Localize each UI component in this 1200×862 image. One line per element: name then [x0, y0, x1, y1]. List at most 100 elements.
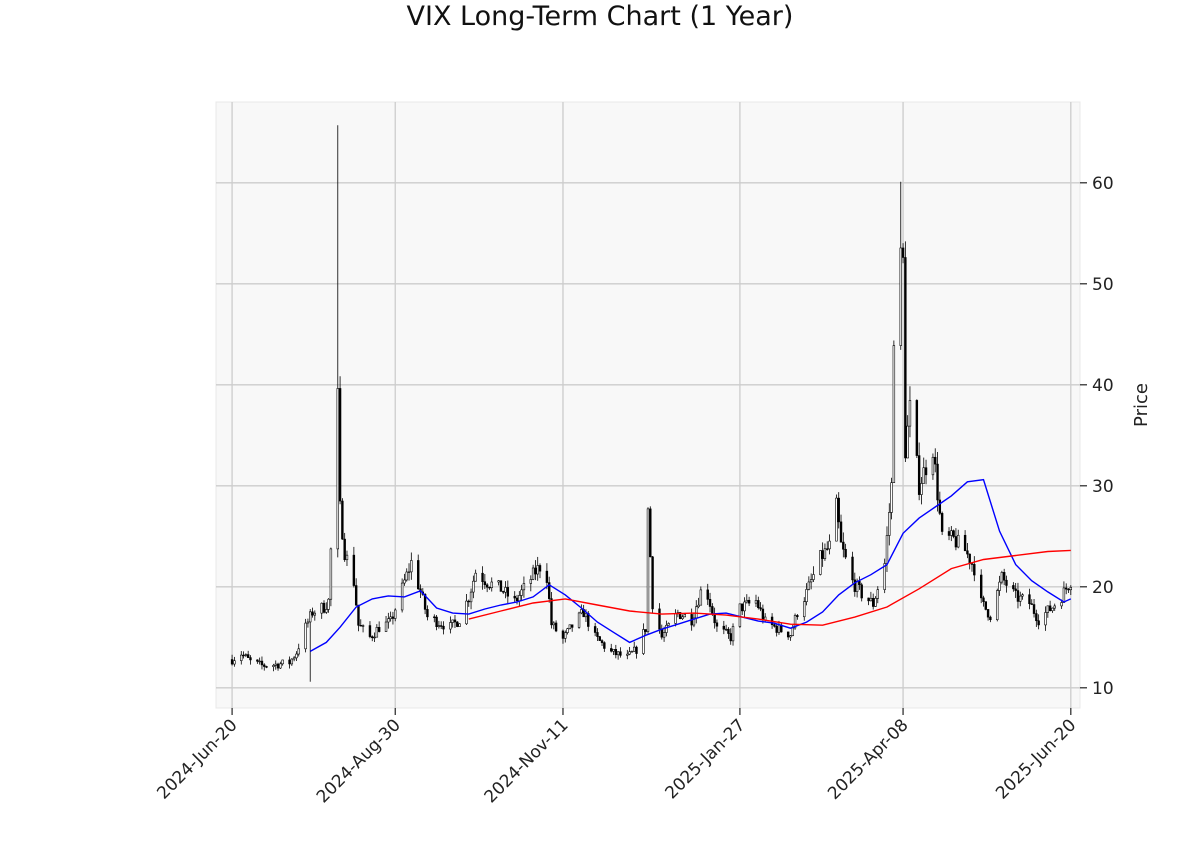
candle-body: [320, 602, 323, 614]
candle-2024-10-08: [483, 574, 487, 589]
candle-2025-01-24: [731, 623, 735, 646]
candle-2024-08-30: [394, 608, 397, 622]
candle-2025-05-05: [963, 530, 967, 552]
candle-2025-03-27: [874, 596, 877, 608]
candle-2024-11-13: [566, 627, 569, 635]
candle-body: [1012, 585, 1015, 590]
candle-2024-07-09: [274, 660, 277, 670]
candle-body: [819, 550, 822, 575]
candle-2025-02-26: [807, 576, 811, 591]
candle-body: [499, 580, 503, 592]
candle-2025-02-17: [786, 631, 790, 640]
candle-2025-03-05: [823, 543, 827, 561]
candle-2024-09-24: [451, 619, 454, 628]
candle-body: [982, 597, 985, 602]
candle-2024-07-16: [290, 658, 294, 666]
candle-body: [658, 608, 661, 630]
candle-body: [230, 659, 234, 665]
candle-body: [566, 628, 569, 633]
candle-body: [952, 530, 955, 537]
candle-2024-10-25: [522, 576, 526, 598]
candle-body: [1019, 595, 1022, 602]
candle-2024-09-20: [442, 621, 445, 635]
candle-body: [678, 612, 682, 619]
candle-body: [874, 598, 877, 607]
moving-average-long-line: [468, 549, 1071, 626]
candle-body: [240, 654, 243, 661]
candle-body: [233, 660, 236, 665]
candle-2024-07-08: [272, 663, 275, 672]
candle-2024-07-04: [263, 663, 266, 671]
candle-body: [812, 574, 815, 580]
candle-body: [616, 651, 620, 656]
candle-2025-01-03: [683, 613, 686, 618]
candle-body: [249, 657, 252, 661]
candle-body: [502, 591, 505, 593]
candle-2024-10-30: [534, 560, 537, 581]
candle-2025-06-19: [1067, 588, 1070, 593]
candle-2024-08-28: [389, 611, 392, 622]
candle-2025-04-14: [915, 399, 919, 459]
candle-2025-05-13: [982, 595, 985, 607]
candle-body: [738, 603, 742, 627]
candle-body: [265, 666, 268, 668]
candle-body: [311, 611, 314, 616]
candle-2024-09-26: [456, 621, 459, 628]
candle-body: [554, 622, 558, 632]
candle-2025-03-13: [842, 532, 845, 558]
candle-body: [938, 499, 942, 514]
candle-2025-01-28: [741, 603, 744, 615]
candle-2025-05-02: [957, 529, 960, 549]
candle-body: [692, 617, 696, 626]
candle-body: [984, 601, 987, 610]
candle-body: [954, 536, 958, 548]
candle-2024-06-21: [233, 656, 236, 667]
candle-2025-05-28: [1016, 582, 1020, 609]
candle-body: [377, 627, 381, 632]
candle-body: [354, 585, 358, 606]
candle-2024-08-15: [359, 619, 362, 627]
candle-body: [711, 606, 714, 615]
candle-body: [904, 257, 907, 459]
x-tick-label: 2025-Apr-08: [824, 715, 912, 803]
candle-2024-07-15: [288, 656, 291, 669]
candle-2025-03-28: [876, 586, 879, 604]
candle-body: [1032, 604, 1036, 614]
candle-body: [371, 636, 374, 639]
candle-2024-07-17: [292, 655, 296, 662]
candle-2024-08-21: [373, 632, 376, 642]
candle-2025-04-29: [950, 526, 953, 542]
candle-2025-01-13: [706, 583, 709, 606]
candle-2025-02-25: [805, 583, 808, 606]
candle-2025-01-21: [724, 624, 728, 632]
candle-2025-03-06: [826, 541, 829, 551]
candle-body: [775, 625, 778, 633]
candle-body: [288, 659, 291, 665]
candle-body: [260, 660, 264, 666]
candle-2024-07-12: [281, 659, 284, 666]
candle-body: [626, 653, 629, 656]
candle-body: [352, 554, 356, 586]
candle-body: [407, 571, 411, 573]
candle-2024-08-16: [361, 624, 365, 633]
candle-2025-05-30: [1021, 593, 1024, 600]
candle-body: [970, 563, 974, 565]
candle-body: [754, 600, 758, 604]
candle-body: [789, 635, 792, 638]
candle-body: [242, 654, 245, 657]
x-tick-label: 2025-Jan-27: [662, 715, 750, 803]
candle-2024-12-10: [628, 646, 631, 656]
candle-2024-12-19: [649, 506, 652, 558]
candle-body: [394, 609, 397, 619]
candle-body: [327, 598, 330, 610]
candle-body: [665, 624, 668, 633]
candle-body: [633, 646, 636, 652]
candle-body: [433, 616, 436, 618]
candle-body: [989, 616, 992, 621]
candle-2024-09-25: [453, 615, 457, 628]
candle-body: [584, 613, 588, 618]
candle-2024-11-26: [596, 628, 599, 642]
candle-body: [683, 614, 686, 618]
candle-2024-10-11: [490, 577, 493, 592]
candle-2024-08-06: [338, 376, 342, 505]
